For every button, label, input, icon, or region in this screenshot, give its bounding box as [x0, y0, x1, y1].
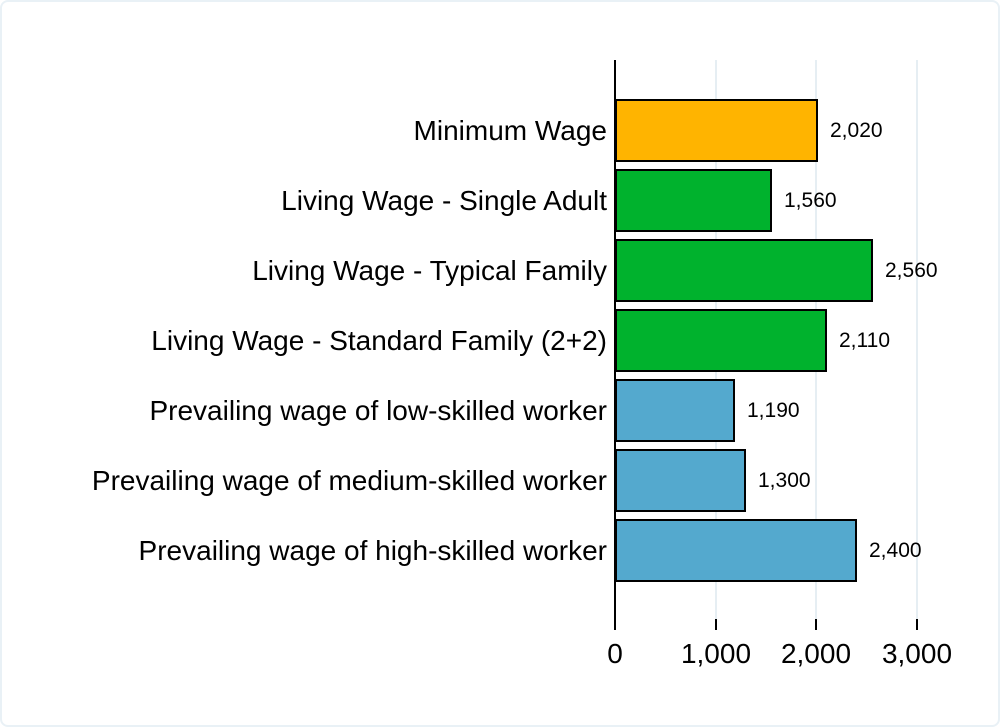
category-label: Prevailing wage of low-skilled worker: [149, 394, 607, 426]
value-label: 2,560: [885, 258, 938, 282]
tick-mark: [815, 619, 817, 630]
value-label: 2,020: [830, 118, 883, 142]
bar: [615, 449, 746, 512]
bar: [615, 309, 827, 372]
category-label: Living Wage - Single Adult: [281, 184, 607, 216]
category-label: Prevailing wage of high-skilled worker: [138, 534, 607, 566]
tick-mark: [614, 619, 616, 630]
category-label: Living Wage - Typical Family: [252, 254, 607, 286]
x-tick-label: 2,000: [780, 638, 852, 669]
bar: [615, 169, 772, 232]
value-label: 2,110: [839, 328, 890, 352]
category-label: Minimum Wage: [413, 114, 607, 146]
value-label: 2,400: [869, 538, 922, 562]
category-label: Prevailing wage of medium-skilled worker: [91, 464, 607, 496]
bar: [615, 99, 818, 162]
gridline: [916, 60, 918, 619]
value-label: 1,560: [784, 188, 837, 212]
tick-mark: [916, 619, 918, 630]
x-tick-label: 0: [607, 638, 623, 669]
bar: [615, 379, 735, 442]
tick-mark: [715, 619, 717, 630]
bar: [615, 519, 857, 582]
y-axis-line: [614, 60, 616, 630]
x-tick-label: 1,000: [680, 638, 752, 669]
value-label: 1,190: [747, 398, 800, 422]
value-label: 1,300: [758, 468, 811, 492]
bar: [615, 239, 873, 302]
x-tick-label: 3,000: [881, 638, 953, 669]
category-label: Living Wage - Standard Family (2+2): [151, 324, 607, 356]
